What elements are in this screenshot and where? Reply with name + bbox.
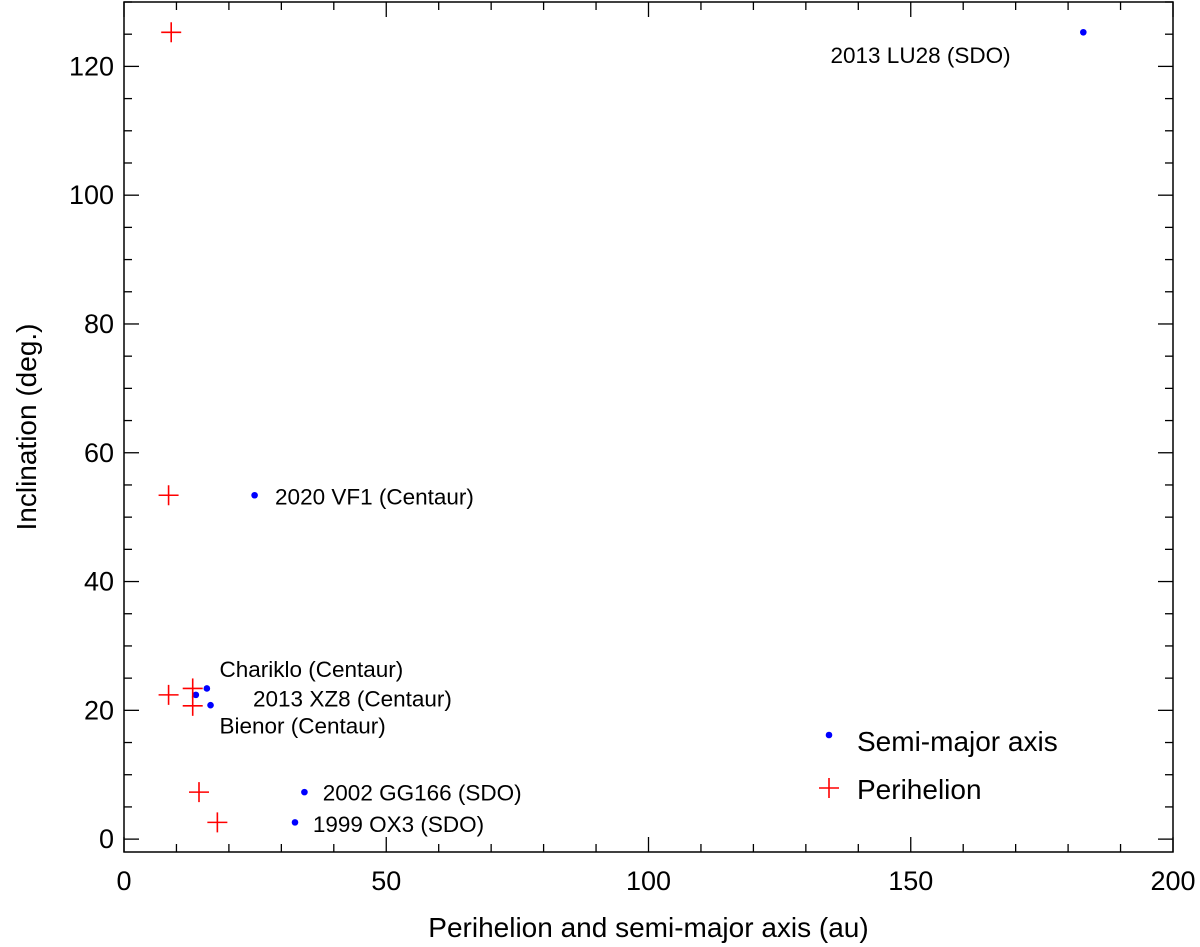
x-axis-title: Perihelion and semi-major axis (au) (428, 912, 868, 943)
y-tick-label: 0 (99, 824, 114, 854)
semi-major-axis-point (207, 701, 214, 709)
axis-ticks (123, 1, 1174, 852)
legend-label: Semi-major axis (857, 726, 1058, 757)
semi-major-axis-point (291, 819, 299, 826)
perihelion-point (207, 812, 228, 833)
x-tick-label: 0 (116, 866, 131, 896)
point-annotation: 1999 OX3 (SDO) (313, 812, 484, 837)
x-tick-label: 100 (626, 866, 671, 896)
semi-major-axis-point (1080, 28, 1087, 36)
y-tick-label: 80 (84, 309, 114, 339)
perihelion-point (189, 782, 210, 803)
data-marks (158, 22, 1087, 833)
x-tick-label: 200 (1150, 866, 1195, 896)
y-tick-label: 40 (84, 567, 114, 597)
point-annotation: 2002 GG166 (SDO) (323, 780, 522, 805)
y-axis-title: Inclination (deg.) (11, 323, 42, 530)
perihelion-point (158, 684, 179, 705)
semi-major-axis-point (301, 788, 308, 796)
legend-semi-major-axis-symbol (825, 731, 833, 739)
x-tick-label: 150 (888, 866, 933, 896)
perihelion-point (182, 695, 203, 716)
legend-label: Perihelion (857, 774, 982, 805)
y-tick-label: 20 (84, 695, 114, 725)
perihelion-point (182, 678, 203, 699)
y-tick-label: 120 (69, 51, 114, 81)
point-annotation: Chariklo (Centaur) (219, 657, 403, 682)
semi-major-axis-point (192, 691, 200, 699)
point-annotation: Bienor (Centaur) (219, 714, 385, 739)
point-annotation: 2013 XZ8 (Centaur) (253, 686, 452, 711)
perihelion-point (158, 485, 179, 506)
point-annotations: 2013 LU28 (SDO) 2020 VF1 (Centaur) Charikl… (219, 43, 1010, 837)
semi-major-axis-point (251, 491, 258, 499)
y-tick-label: 100 (69, 180, 114, 210)
legend: Semi-major axis Perihelion (819, 726, 1058, 805)
semi-major-axis-point (203, 685, 211, 692)
x-tick-label: 50 (371, 866, 401, 896)
point-annotation: 2020 VF1 (Centaur) (275, 484, 474, 509)
tick-labels: 0 50 100 150 200 0 20 40 60 80 100 120 (69, 51, 1196, 896)
point-annotation: 2013 LU28 (SDO) (831, 43, 1011, 68)
perihelion-point (161, 22, 182, 43)
y-tick-label: 60 (84, 438, 114, 468)
legend-perihelion-symbol (819, 778, 839, 798)
